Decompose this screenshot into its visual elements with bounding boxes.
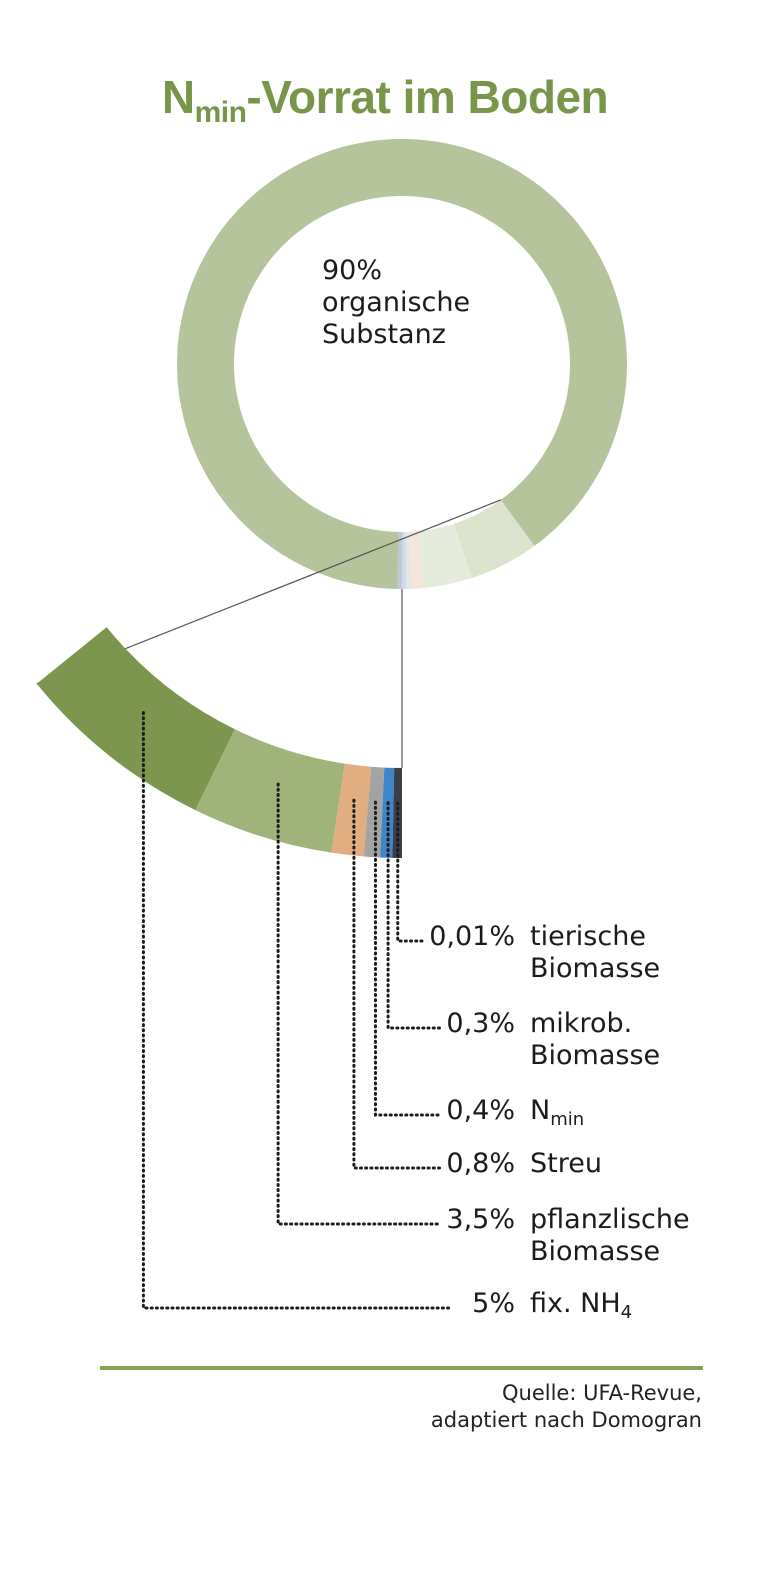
leader-lines <box>141 711 454 1310</box>
slice-label-5: tierische Biomasse <box>530 921 661 984</box>
slice-label-3: Nmin <box>530 1095 585 1130</box>
slice-label-2: Streu <box>530 1148 602 1179</box>
ring-slice-2 <box>409 531 424 589</box>
slice-label-4: mikrob. Biomasse <box>530 1008 661 1071</box>
slice-percent-3: 0,4% <box>446 1095 515 1126</box>
slice-percent-1: 3,5% <box>446 1204 515 1235</box>
leader-line-0 <box>141 711 454 1310</box>
leader-line-5 <box>396 801 427 943</box>
divider <box>100 1366 703 1370</box>
pie-ring <box>177 139 628 590</box>
slice-label-1: pflanzlische Biomasse <box>530 1204 690 1267</box>
slice-organische-substanz <box>177 139 628 589</box>
main-slice-label: 90% organische Substanz <box>322 255 471 350</box>
ring-slice-0 <box>454 499 535 578</box>
source-note: Quelle: UFA-Revue, adaptiert nach Domogr… <box>430 1381 702 1432</box>
leader-line-1 <box>276 782 442 1226</box>
ring-slice-1 <box>417 523 472 588</box>
ring-slice-3 <box>405 531 413 589</box>
leader-line-3 <box>373 800 442 1117</box>
arc-slice-1 <box>195 729 345 853</box>
arc-slice-0 <box>36 627 235 811</box>
slice-label-0: fix. NH4 <box>530 1288 633 1323</box>
leader-line-2 <box>352 798 442 1170</box>
leader-line-4 <box>386 801 442 1030</box>
ring-slice-4 <box>401 531 407 590</box>
arc-slice-2 <box>331 763 372 857</box>
slice-percent-5: 0,01% <box>429 921 515 952</box>
ring-slice-5 <box>396 531 402 589</box>
exploded-arc <box>36 627 402 858</box>
chart-title: Nmin-Vorrat im Boden <box>161 71 609 129</box>
slice-percent-0: 5% <box>472 1288 515 1319</box>
slice-percent-4: 0,3% <box>446 1008 515 1039</box>
slice-percent-2: 0,8% <box>446 1148 515 1179</box>
